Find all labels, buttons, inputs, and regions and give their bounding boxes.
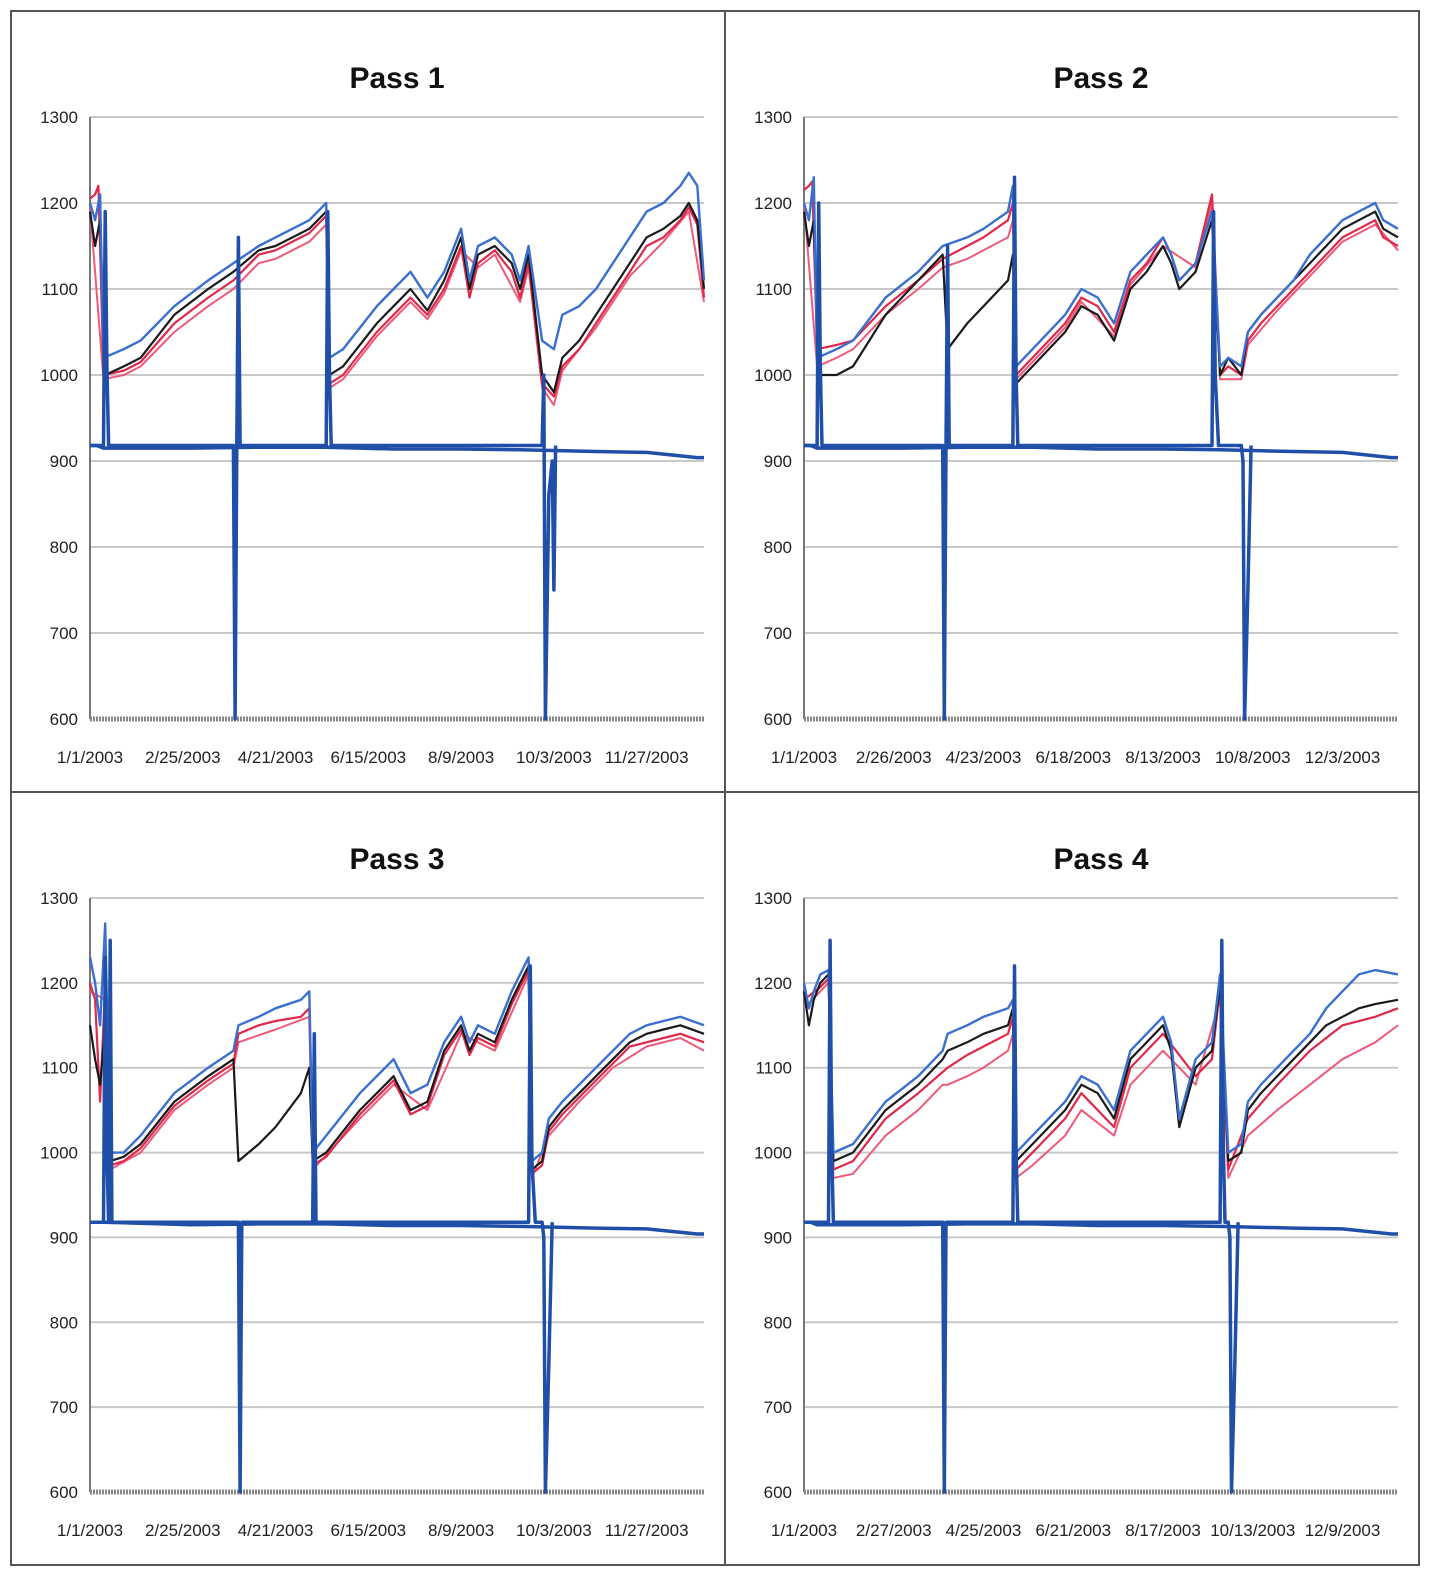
series-line-black: [88, 201, 706, 394]
x-tick-label: 1/1/2003: [57, 1521, 123, 1540]
y-tick-label: 1300: [40, 889, 78, 908]
y-tick-label: 1000: [40, 1144, 78, 1163]
x-tick-label: 4/23/2003: [946, 748, 1022, 767]
series-line-spikes: [804, 938, 1240, 1494]
x-tick-label: 2/26/2003: [856, 748, 932, 767]
series-line-baseline: [804, 1220, 1398, 1236]
y-tick-label: 800: [50, 1313, 78, 1332]
y-tick-label: 1000: [754, 1144, 792, 1163]
y-tick-label: 1200: [40, 974, 78, 993]
x-tick-label: 4/21/2003: [238, 1521, 314, 1540]
series-line-red: [803, 977, 1399, 1171]
x-tick-label: 1/1/2003: [771, 1521, 837, 1540]
y-tick-label: 600: [764, 710, 792, 729]
series-line-spikes: [90, 938, 554, 1494]
series-line-blue_upper: [88, 171, 706, 359]
x-tick-label: 1/1/2003: [771, 748, 837, 767]
chart-grid: Pass 1 600 700 800 900 1000 1100 1200 1300 1/1/20…: [10, 10, 1420, 1566]
series-line-black: [802, 210, 1399, 385]
x-tick-label: 6/18/2003: [1035, 748, 1111, 767]
y-tick-label: 600: [764, 1483, 792, 1502]
series-line-blue_upper: [802, 968, 1399, 1154]
y-tick-label: 1300: [754, 889, 792, 908]
x-tick-label: 6/15/2003: [331, 748, 407, 767]
chart-panel-pass-2: Pass 2 600 700 800 900 1000 1100 1200 1300 1/1/20…: [726, 12, 1418, 791]
y-tick-label: 1300: [754, 108, 792, 127]
y-tick-label: 900: [50, 1228, 78, 1247]
x-tick-label: 8/9/2003: [428, 1521, 494, 1540]
y-tick-label: 800: [764, 1313, 792, 1332]
y-tick-label: 900: [50, 452, 78, 471]
series-line-black: [88, 964, 705, 1171]
chart-svg: Pass 2 600 700 800 900 1000 1100 1200 1300 1/1/20…: [754, 62, 1399, 767]
x-tick-label: 6/21/2003: [1035, 1521, 1111, 1540]
x-tick-label: 12/9/2003: [1305, 1521, 1381, 1540]
chart-title: Pass 4: [1053, 843, 1148, 876]
y-tick-label: 1200: [754, 194, 792, 213]
series-line-pink: [803, 981, 1399, 1179]
y-tick-label: 700: [50, 1398, 78, 1417]
series-line-pink: [89, 207, 705, 407]
x-tick-label: 2/25/2003: [145, 748, 221, 767]
x-tick-label: 11/27/2003: [605, 748, 689, 767]
y-tick-label: 1000: [754, 366, 792, 385]
series-line-baseline: [804, 443, 1398, 460]
y-tick-label: 700: [764, 624, 792, 643]
x-tick-label: 11/27/2003: [605, 1521, 689, 1540]
series-line-red: [88, 969, 705, 1175]
y-tick-label: 900: [764, 452, 792, 471]
x-tick-label: 1/1/2003: [57, 748, 123, 767]
series-line-red: [89, 184, 706, 398]
y-tick-label: 1100: [755, 1059, 792, 1078]
x-tick-label: 8/17/2003: [1125, 1521, 1201, 1540]
y-tick-label: 1300: [40, 108, 78, 127]
y-tick-label: 1200: [40, 194, 78, 213]
chart-panel-pass-4: Pass 4 600 700 800 900 1000 1100 1200 1300 1/1/20…: [726, 793, 1418, 1564]
series-line-blue_upper: [802, 176, 1399, 368]
x-tick-label: 2/27/2003: [856, 1521, 932, 1540]
y-tick-label: 600: [50, 1483, 78, 1502]
panel-divider-horizontal: [12, 791, 1418, 793]
chart-svg: Pass 4 600 700 800 900 1000 1100 1200 1300 1/1/20…: [754, 843, 1399, 1540]
chart-panel-pass-1: Pass 1 600 700 800 900 1000 1100 1200 1300 1/1/20…: [12, 12, 724, 791]
x-tick-label: 10/3/2003: [516, 748, 592, 767]
series-line-spikes: [90, 209, 558, 721]
y-tick-label: 1100: [41, 1059, 78, 1078]
chart-title: Pass 1: [349, 62, 444, 95]
series-line-blue_upper: [88, 922, 705, 1163]
series-line-black: [802, 973, 1399, 1163]
y-tick-label: 700: [50, 624, 78, 643]
x-tick-label: 2/25/2003: [145, 1521, 221, 1540]
series-line-baseline: [90, 443, 704, 460]
y-tick-label: 1200: [754, 974, 792, 993]
x-tick-label: 10/8/2003: [1215, 748, 1291, 767]
y-tick-label: 1000: [40, 366, 78, 385]
x-tick-label: 8/9/2003: [428, 748, 494, 767]
series-line-pink: [89, 973, 705, 1179]
chart-svg: Pass 3 600 700 800 900 1000 1100 1200 1300 1/1/20…: [40, 843, 705, 1540]
y-tick-label: 900: [764, 1228, 792, 1247]
y-tick-label: 1100: [41, 280, 78, 299]
chart-title: Pass 2: [1053, 62, 1148, 95]
panel-divider-vertical: [724, 12, 726, 1564]
x-tick-label: 4/25/2003: [946, 1521, 1022, 1540]
series-line-red: [803, 180, 1399, 377]
y-tick-label: 1100: [755, 280, 792, 299]
chart-title: Pass 3: [349, 843, 444, 876]
y-tick-label: 600: [50, 710, 78, 729]
series-line-pink: [803, 202, 1399, 381]
chart-panel-pass-3: Pass 3 600 700 800 900 1000 1100 1200 1300 1/1/20…: [12, 793, 724, 1564]
y-tick-label: 700: [764, 1398, 792, 1417]
y-tick-label: 800: [50, 538, 78, 557]
x-tick-label: 12/3/2003: [1305, 748, 1381, 767]
y-tick-label: 800: [764, 538, 792, 557]
x-tick-label: 6/15/2003: [331, 1521, 407, 1540]
x-tick-label: 8/13/2003: [1125, 748, 1201, 767]
x-tick-label: 10/3/2003: [516, 1521, 592, 1540]
series-line-baseline: [90, 1220, 704, 1236]
x-tick-label: 10/13/2003: [1210, 1521, 1295, 1540]
series-line-spikes: [804, 175, 1253, 721]
chart-svg: Pass 1 600 700 800 900 1000 1100 1200 1300 1/1/20…: [40, 62, 706, 767]
x-tick-label: 4/21/2003: [238, 748, 314, 767]
